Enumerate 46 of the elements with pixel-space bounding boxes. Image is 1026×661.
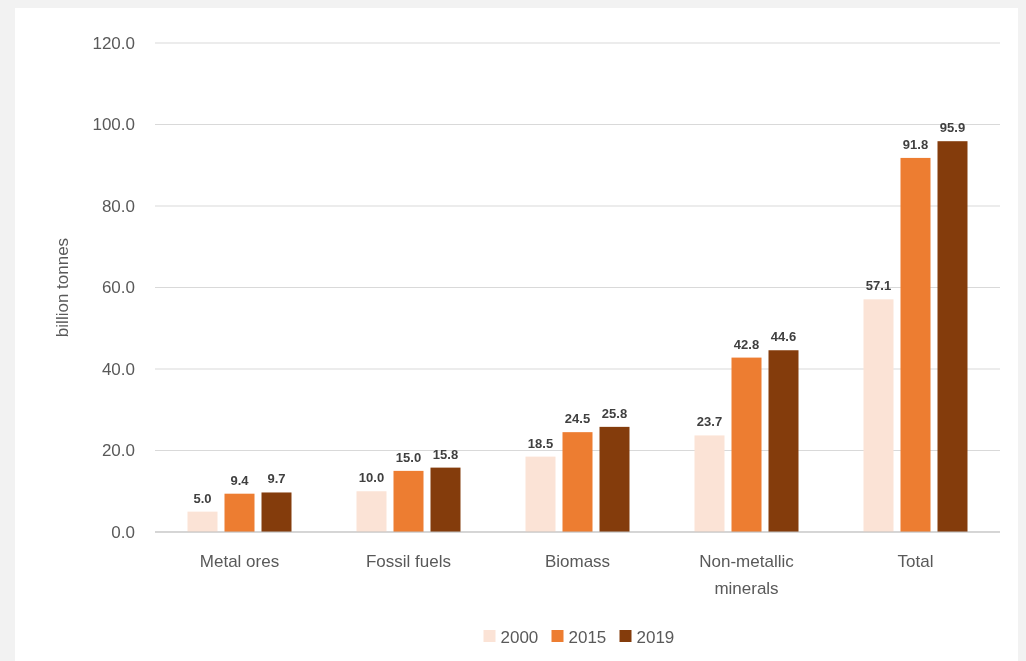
data-label: 18.5: [527, 435, 554, 451]
y-tick-label: 20.0: [101, 441, 135, 461]
data-label: 5.0: [193, 490, 212, 506]
y-axis-title: billion tonnes: [53, 237, 72, 338]
bar: [863, 299, 894, 532]
data-label: 95.9: [939, 120, 966, 136]
y-tick-label: 0.0: [111, 522, 135, 542]
data-label: 15.8: [432, 446, 459, 462]
bar: [356, 491, 387, 532]
data-label: 91.8: [902, 136, 929, 152]
data-label: 24.5: [564, 411, 591, 427]
y-tick-label: 120.0: [92, 33, 135, 53]
legend-label: 2000: [500, 627, 539, 647]
x-tick-label: Non-metallic minerals: [699, 552, 795, 598]
x-tick-label: Metal ores: [199, 552, 280, 571]
data-label: 9.4: [230, 472, 250, 488]
data-label: 57.1: [865, 278, 892, 294]
bar: [187, 511, 218, 532]
data-label: 25.8: [601, 405, 628, 421]
y-tick-label: 40.0: [101, 359, 135, 379]
y-tick-label: 80.0: [101, 196, 135, 216]
data-label: 23.7: [696, 414, 723, 430]
bar: [694, 435, 725, 532]
bar: [393, 470, 424, 532]
bar: [900, 157, 931, 532]
x-tick-label: Total: [897, 552, 934, 571]
data-label: 15.0: [395, 449, 422, 465]
legend-label: 2015: [568, 627, 607, 647]
bar: [768, 350, 799, 532]
bar: [599, 426, 630, 532]
data-label: 42.8: [733, 336, 760, 352]
bar: [525, 456, 556, 532]
bar: [562, 432, 593, 532]
x-tick-label: Fossil fuels: [365, 552, 452, 571]
data-label: 44.6: [770, 329, 797, 345]
data-label: 9.7: [267, 471, 286, 487]
bar: [224, 493, 255, 532]
bar: [261, 492, 292, 532]
y-tick-label: 60.0: [101, 278, 135, 298]
bar: [731, 357, 762, 532]
y-tick-label: 100.0: [92, 115, 135, 135]
legend-label: 2019: [636, 627, 675, 647]
x-tick-label: Biomass: [544, 552, 611, 571]
data-label: 10.0: [358, 470, 385, 486]
bar: [430, 467, 461, 532]
bar: [937, 141, 968, 532]
